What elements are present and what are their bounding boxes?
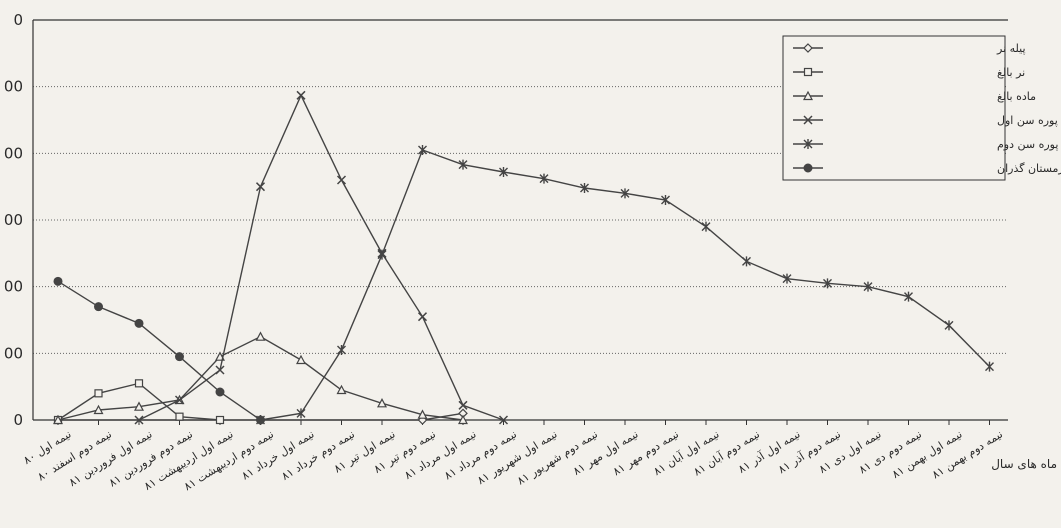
y-tick-label: 00 [4, 278, 23, 296]
y-tick-label: 0 [13, 11, 23, 29]
data-point-4 [985, 361, 994, 372]
data-point-5 [94, 302, 103, 312]
legend-label: پوره سن اول [997, 114, 1058, 127]
data-point-3 [174, 395, 185, 405]
legend-label: پوره سن دوم [997, 138, 1058, 151]
data-point-3 [498, 415, 509, 425]
data-point-5 [256, 415, 265, 425]
legend-label: ماده بالغ [997, 90, 1036, 103]
data-point-3 [215, 365, 225, 375]
legend-swatch-marker [803, 163, 813, 173]
data-point-4 [661, 195, 670, 205]
legend-label: پوره سن دوم زمستان گذران [997, 162, 1061, 175]
data-point-4 [742, 256, 751, 267]
data-point-2 [377, 398, 387, 408]
data-point-5 [175, 352, 184, 362]
data-point-4 [377, 249, 387, 260]
data-point-4 [782, 273, 792, 284]
data-point-1 [94, 389, 103, 398]
data-point-1 [175, 412, 184, 421]
data-point-4 [863, 281, 873, 292]
x-axis-label: ماه های سال [991, 457, 1057, 471]
data-point-5 [53, 276, 63, 286]
y-tick-label: 00 [4, 344, 23, 362]
legend-label: پیله نر [996, 42, 1026, 55]
series-line-3 [138, 93, 504, 421]
data-point-4 [337, 345, 346, 355]
y-tick-label: 00 [4, 211, 23, 229]
data-point-5 [134, 318, 144, 328]
data-point-3 [336, 175, 347, 185]
data-point-3 [458, 400, 468, 410]
data-point-2 [93, 404, 104, 415]
data-point-2 [53, 414, 63, 425]
data-point-4 [296, 408, 306, 419]
x-tick-label: نیمه دوم آبان ۸۱ [691, 427, 762, 479]
data-point-4 [418, 145, 427, 155]
legend-box [782, 35, 1006, 181]
series-line-5 [57, 280, 261, 421]
data-point-4 [458, 159, 468, 170]
legend-label: نر بالغ [997, 66, 1025, 79]
legend-swatch-marker [803, 139, 813, 149]
legend-swatch-marker [803, 90, 813, 101]
data-point-1 [215, 415, 225, 425]
y-tick-label: 0 [13, 411, 23, 429]
data-point-4 [580, 183, 589, 193]
data-point-2 [458, 414, 468, 425]
data-point-3 [296, 90, 306, 100]
data-point-2 [296, 354, 306, 365]
data-point-4 [904, 291, 913, 302]
series-line-2 [57, 335, 464, 421]
data-point-3 [134, 415, 144, 425]
legend-swatch-marker [803, 115, 813, 125]
data-point-1 [134, 379, 144, 388]
data-point-3 [417, 312, 428, 322]
x-tick-label: نیمه دوم بهمن ۸۱ [930, 428, 1005, 482]
data-point-2 [417, 409, 428, 419]
data-point-4 [823, 278, 832, 289]
data-point-4 [620, 188, 630, 199]
data-point-4 [944, 320, 954, 331]
data-point-3 [255, 182, 266, 192]
legend-swatch-marker [803, 43, 813, 53]
data-point-4 [701, 221, 711, 232]
y-tick-label: 00 [4, 144, 23, 162]
data-point-2 [336, 384, 347, 395]
data-point-2 [255, 331, 266, 341]
x-tick-label: نیمه اول بهمن ۸۱ [890, 428, 965, 482]
legend-swatch-marker [803, 67, 813, 77]
y-tick-label: 00 [4, 78, 23, 96]
data-point-4 [539, 173, 549, 184]
data-point-2 [134, 401, 144, 411]
data-point-5 [215, 387, 225, 397]
data-point-4 [499, 167, 508, 177]
